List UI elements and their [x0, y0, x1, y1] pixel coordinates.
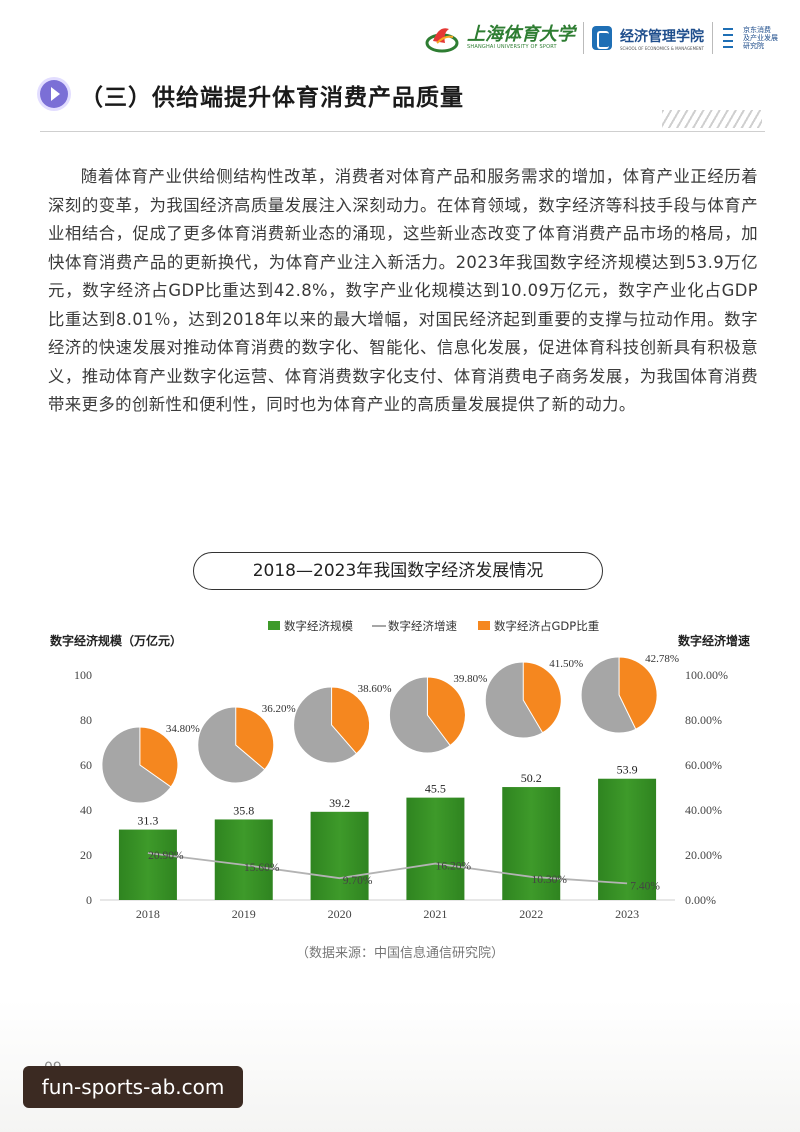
legend-swatch-pie — [478, 621, 490, 630]
pie-share — [235, 706, 275, 771]
school-name-en: SCHOOL OF ECONOMICS & MANAGEMENT — [620, 45, 704, 51]
y2-tick-label: 0.00% — [685, 893, 716, 907]
x-tick-label: 2019 — [232, 907, 256, 921]
bar-value-label: 31.3 — [137, 814, 158, 828]
school-name: 经济管理学院 — [620, 28, 704, 45]
pie-share — [522, 661, 562, 734]
y-tick-label: 40 — [80, 803, 92, 817]
legend-swatch-bar — [268, 621, 280, 630]
institute-line: 研究院 — [743, 42, 764, 50]
y2-tick-label: 20.00% — [685, 848, 722, 862]
legend-label: 数字经济规模 — [284, 619, 353, 633]
y-tick-label: 60 — [80, 758, 92, 772]
x-tick-label: 2022 — [519, 907, 543, 921]
university-name-block: 上海体育大学 SHANGHAI UNIVERSITY OF SPORT — [467, 24, 575, 51]
growth-label: 10.30% — [532, 874, 568, 886]
y2-tick-label: 60.00% — [685, 758, 722, 772]
logo-divider — [712, 22, 713, 54]
section-divider — [40, 131, 765, 132]
pie-share — [331, 686, 371, 755]
y2-tick-label: 100.00% — [685, 668, 728, 682]
bar-value-label: 39.2 — [329, 796, 350, 810]
logo-divider — [583, 22, 584, 54]
pie-share — [618, 656, 658, 730]
legend-label: 数字经济占GDP比重 — [494, 619, 599, 633]
pie-label: 39.80% — [453, 673, 487, 685]
bar — [406, 797, 465, 900]
y2-axis-title: 数字经济增速 — [678, 633, 750, 648]
pie-label: 34.80% — [166, 723, 200, 735]
institute-line: 京东消费 — [743, 26, 771, 34]
body-paragraph: 随着体育产业供给侧结构性改革，消费者对体育产品和服务需求的增加，体育产业正经历着… — [48, 167, 758, 414]
bar-value-label: 50.2 — [521, 771, 542, 785]
bar — [310, 811, 369, 900]
bar-value-label: 35.8 — [233, 803, 254, 817]
institute-name: 京东消费 及产业发展 研究院 — [743, 26, 778, 50]
y-tick-label: 20 — [80, 848, 92, 862]
x-tick-label: 2018 — [136, 907, 160, 921]
school-name-block: 经济管理学院 SCHOOL OF ECONOMICS & MANAGEMENT — [620, 26, 704, 51]
pie-label: 42.78% — [645, 653, 679, 665]
source-note: （数据来源：中国信息通信研究院） — [295, 946, 504, 961]
section-title: （三）供给端提升体育消费产品质量 — [80, 85, 464, 111]
y-tick-label: 0 — [86, 893, 92, 907]
institute-logo-icon — [721, 25, 735, 51]
x-tick-label: 2021 — [423, 907, 447, 921]
pie-label: 41.50% — [549, 658, 583, 670]
bar-value-label: 53.9 — [617, 763, 638, 777]
y-tick-label: 80 — [80, 713, 92, 727]
growth-label: 15.60% — [244, 862, 280, 874]
growth-label: 20.90% — [148, 850, 184, 862]
pie-share — [139, 726, 179, 788]
y-tick-label: 100 — [74, 668, 92, 682]
growth-label: 9.70% — [343, 875, 373, 887]
growth-line — [147, 852, 628, 885]
institute-line: 及产业发展 — [743, 34, 778, 42]
school-logo-icon — [592, 26, 612, 50]
y2-tick-label: 40.00% — [685, 803, 722, 817]
university-name-en: SHANGHAI UNIVERSITY OF SPORT — [467, 44, 557, 50]
watermark: fun-sports-ab.com — [23, 1066, 243, 1108]
decorative-hatch — [662, 110, 762, 128]
play-icon — [40, 80, 68, 108]
y2-tick-label: 80.00% — [685, 713, 722, 727]
header-logos: 上海体育大学 SHANGHAI UNIVERSITY OF SPORT 经济管理… — [425, 18, 778, 58]
pie-share — [426, 676, 466, 747]
x-tick-label: 2020 — [328, 907, 352, 921]
bar — [214, 819, 273, 900]
x-tick-label: 2023 — [615, 907, 639, 921]
pie-label: 38.60% — [358, 683, 392, 695]
y-axis-title: 数字经济规模（万亿元） — [50, 633, 182, 648]
growth-label: 7.40% — [630, 880, 660, 892]
university-emblem-icon — [425, 21, 459, 55]
pie-label: 36.20% — [262, 703, 296, 715]
chart-title: 2018—2023年我国数字经济发展情况 — [193, 552, 603, 590]
growth-label: 16.20% — [436, 861, 472, 873]
bar — [598, 778, 657, 900]
bar — [502, 787, 561, 900]
bar-value-label: 45.5 — [425, 782, 446, 796]
legend-label: 数字经济增速 — [388, 619, 457, 633]
bar — [118, 829, 177, 900]
university-name: 上海体育大学 — [467, 24, 575, 45]
